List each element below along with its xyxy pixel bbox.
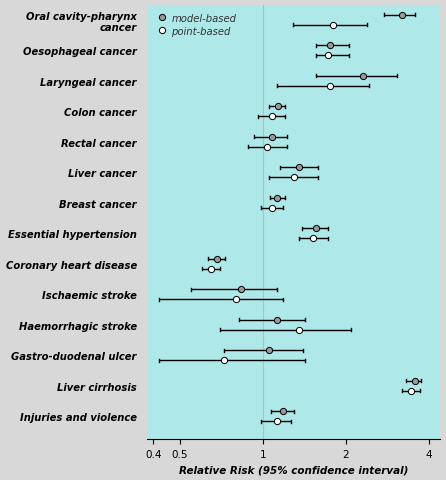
X-axis label: Relative Risk (95% confidence interval): Relative Risk (95% confidence interval) <box>179 465 409 474</box>
Legend: model-based, point-based: model-based, point-based <box>155 11 239 39</box>
